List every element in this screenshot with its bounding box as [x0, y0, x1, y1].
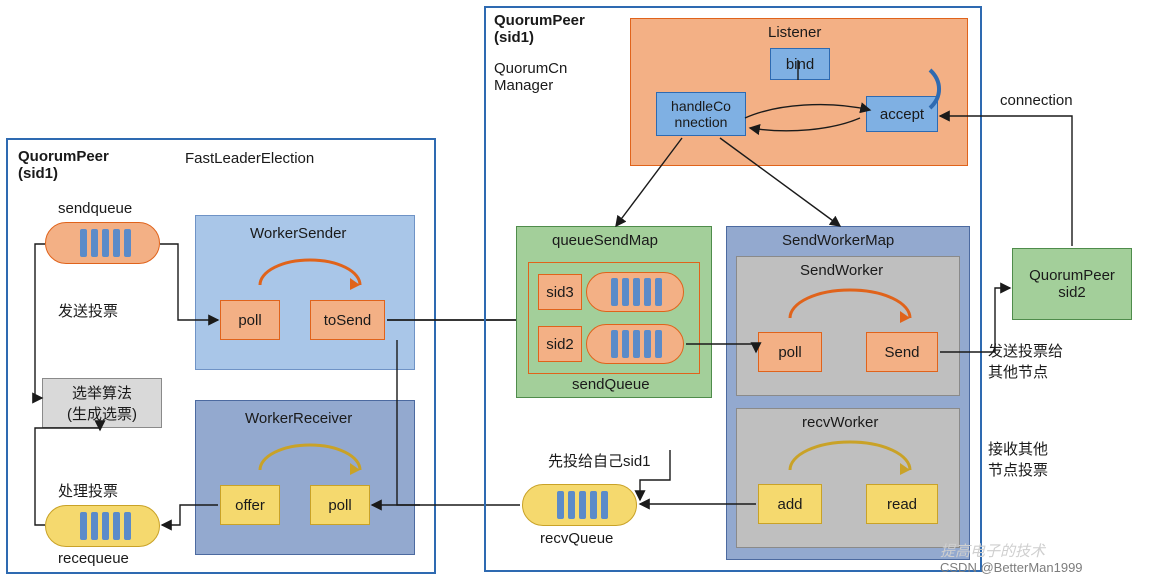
recvworker-arc	[780, 435, 920, 475]
sw-send: Send	[866, 332, 938, 372]
sendworker-title: SendWorker	[800, 262, 883, 279]
worker-receiver-arc	[250, 435, 370, 475]
ws-poll: poll	[220, 300, 280, 340]
fle-label: FastLeaderElection	[185, 150, 314, 167]
recvqueue-bars	[552, 490, 612, 520]
recequeue-label: recequeue	[58, 550, 129, 567]
listener-arcs	[630, 40, 968, 170]
sid2-label: sid2	[546, 336, 574, 353]
sid3-bars	[606, 278, 666, 306]
sw-send-label: Send	[884, 344, 919, 361]
peer2-box: QuorumPeer sid2	[1012, 248, 1132, 320]
sendqueue-label: sendqueue	[58, 200, 132, 217]
algo-box: 选举算法 (生成选票)	[42, 378, 162, 428]
ws-tosend: toSend	[310, 300, 385, 340]
right-title: QuorumPeer (sid1)	[494, 12, 585, 46]
worker-receiver-title: WorkerReceiver	[245, 410, 352, 427]
recvqueue-label: recvQueue	[540, 530, 613, 547]
sendqueue-inner-label: sendQueue	[572, 376, 650, 393]
left-title: QuorumPeer (sid1)	[18, 148, 109, 182]
send-caption-right: 发送投票给 其他节点	[988, 340, 1063, 382]
sendqueue-bars	[75, 228, 135, 258]
sendworker-arc	[780, 283, 920, 323]
recv-caption: 处理投票	[58, 480, 118, 501]
send-caption: 发送投票	[58, 300, 118, 321]
wr-poll: poll	[310, 485, 370, 525]
sid2-label-box: sid2	[538, 326, 582, 362]
sid3-label: sid3	[546, 284, 574, 301]
rw-add-label: add	[777, 496, 802, 513]
credit: CSDN @BetterMan1999	[940, 560, 1083, 575]
wr-offer: offer	[220, 485, 280, 525]
recequeue-bars	[75, 511, 135, 541]
worker-sender-arc	[250, 250, 370, 290]
qsm-title: queueSendMap	[552, 232, 658, 249]
algo-label: 选举算法 (生成选票)	[67, 382, 137, 424]
peer2-label: QuorumPeer sid2	[1029, 267, 1115, 301]
wr-poll-label: poll	[328, 497, 351, 514]
watermark: 提高电子的技术	[940, 540, 1045, 561]
rw-read: read	[866, 484, 938, 524]
sw-poll: poll	[758, 332, 822, 372]
ws-poll-label: poll	[238, 312, 261, 329]
rw-add: add	[758, 484, 822, 524]
recvworker-title: recvWorker	[802, 414, 878, 431]
swm-title: SendWorkerMap	[782, 232, 894, 249]
sw-poll-label: poll	[778, 344, 801, 361]
connection-label: connection	[1000, 92, 1073, 109]
worker-sender-title: WorkerSender	[250, 225, 346, 242]
self-vote-label: 先投给自己sid1	[548, 450, 651, 471]
cnx-label: QuorumCn Manager	[494, 60, 567, 94]
listener-title: Listener	[768, 24, 821, 41]
ws-tosend-label: toSend	[324, 312, 372, 329]
wr-offer-label: offer	[235, 497, 265, 514]
sid3-label-box: sid3	[538, 274, 582, 310]
recv-caption-right: 接收其他 节点投票	[988, 438, 1048, 480]
rw-read-label: read	[887, 496, 917, 513]
sid2-bars	[606, 330, 666, 358]
